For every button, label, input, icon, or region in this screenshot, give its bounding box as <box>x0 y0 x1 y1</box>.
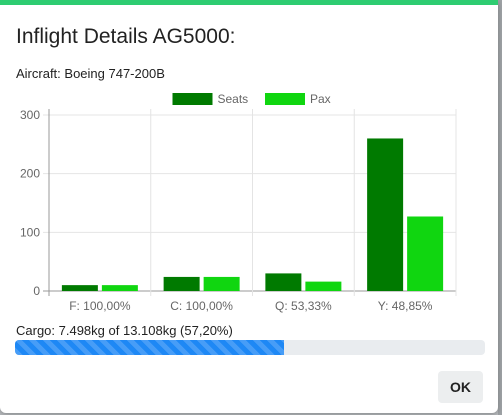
ok-button[interactable]: OK <box>438 371 483 403</box>
legend-swatch-seats <box>172 93 213 105</box>
x-tick-label: F: 100,00% <box>69 299 131 313</box>
bar-seats <box>367 138 404 291</box>
x-tick-label: Y: 48,85% <box>378 299 433 313</box>
bar-seats <box>163 276 200 291</box>
bar-seats <box>265 273 302 291</box>
seats-pax-chart: 0 100 200 300 F: 100,00% C: 100,00% Q: 53,33% Y… <box>20 92 457 313</box>
bar-pax <box>305 281 342 291</box>
cargo-progress-track <box>15 340 485 355</box>
bar-pax <box>407 216 444 291</box>
bar-pax <box>101 285 138 291</box>
x-tick-label: C: 100,00% <box>170 299 233 313</box>
page-backdrop <box>498 0 502 415</box>
legend-swatch-pax <box>265 93 305 105</box>
bar-pax <box>203 276 240 291</box>
cargo-progress-bar <box>15 340 284 355</box>
y-tick-label: 100 <box>20 225 40 239</box>
y-tick-label: 0 <box>33 284 40 298</box>
legend-label-seats: Seats <box>218 92 249 106</box>
y-tick-label: 200 <box>20 167 40 181</box>
modal-title: Inflight Details AG5000: <box>16 25 236 48</box>
y-tick-label: 300 <box>20 108 40 122</box>
cargo-label: Cargo: 7.498kg of 13.108kg (57,20%) <box>16 323 233 338</box>
legend-label-pax: Pax <box>310 92 331 106</box>
aircraft-label: Aircraft: Boeing 747-200B <box>16 66 165 81</box>
bar-seats <box>61 285 98 291</box>
x-tick-label: Q: 53,33% <box>275 299 332 313</box>
